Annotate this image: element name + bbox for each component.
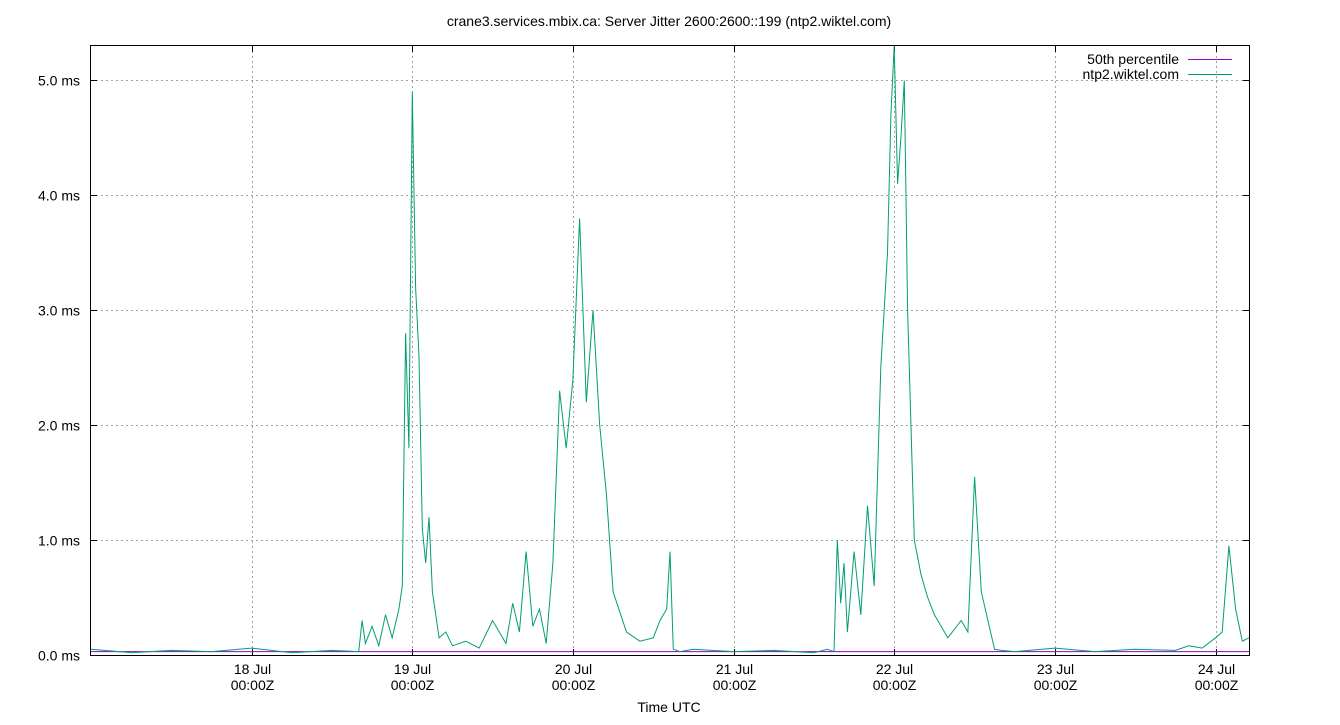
x-tick-label: 00:00Z	[1034, 677, 1078, 693]
x-tick-label: 00:00Z	[391, 677, 435, 693]
x-tick-label: 22 Jul	[876, 661, 913, 677]
y-tick-label: 1.0 ms	[38, 533, 80, 549]
x-tick-label: 18 Jul	[234, 661, 271, 677]
x-tick-label: 19 Jul	[394, 661, 431, 677]
y-tick-label: 4.0 ms	[38, 188, 80, 204]
legend-label: ntp2.wiktel.com	[1083, 66, 1179, 82]
x-tick-label: 00:00Z	[552, 677, 596, 693]
series-line	[90, 45, 1250, 654]
y-axis: 0.0 ms 1.0 ms 2.0 ms 3.0 ms 4.0 ms 5.0 ms	[38, 73, 1249, 664]
x-tick-label: 20 Jul	[555, 661, 592, 677]
y-tick-label: 5.0 ms	[38, 73, 80, 89]
x-tick-label: 24 Jul	[1198, 661, 1235, 677]
x-axis-label: Time UTC	[637, 699, 700, 715]
y-tick-label: 3.0 ms	[38, 303, 80, 319]
y-tick-label: 0.0 ms	[38, 648, 80, 664]
legend-label: 50th percentile	[1087, 51, 1179, 67]
x-tick-label: 00:00Z	[873, 677, 917, 693]
x-tick-label: 21 Jul	[716, 661, 753, 677]
x-tick-label: 00:00Z	[1195, 677, 1239, 693]
x-tick-label: 00:00Z	[231, 677, 275, 693]
x-tick-label: 23 Jul	[1037, 661, 1074, 677]
chart-title: crane3.services.mbix.ca: Server Jitter 2…	[447, 13, 891, 29]
plot-area	[90, 45, 1250, 654]
plot-frame	[90, 45, 1250, 656]
grid	[91, 46, 1249, 655]
x-tick-label: 00:00Z	[713, 677, 757, 693]
y-tick-label: 2.0 ms	[38, 418, 80, 434]
